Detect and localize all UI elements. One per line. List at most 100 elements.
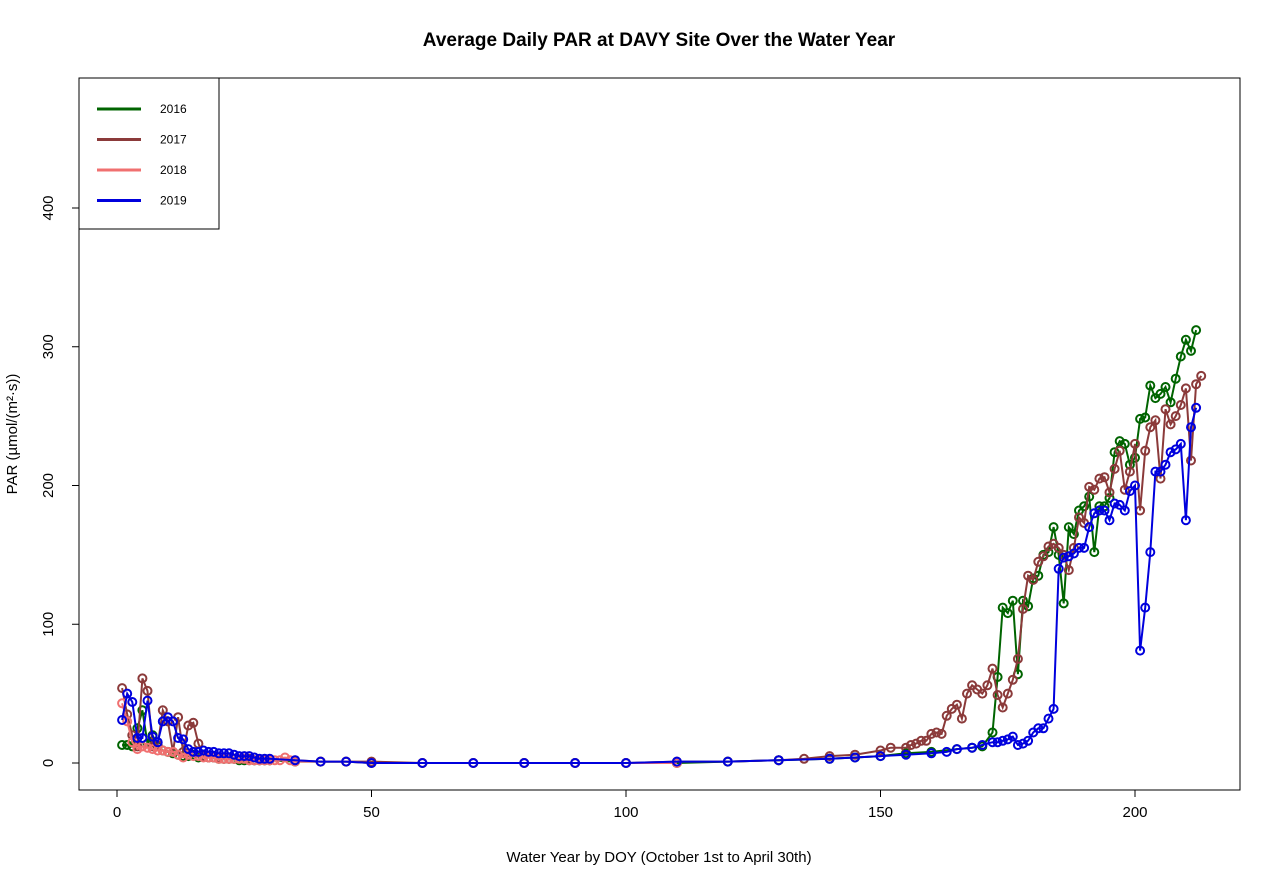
- data-point: [1058, 598, 1069, 609]
- data-point: [1063, 551, 1074, 562]
- data-point: [992, 690, 1003, 700]
- data-point: [203, 746, 214, 757]
- data-point: [1191, 402, 1202, 413]
- data-point: [1140, 602, 1151, 613]
- data-point: [519, 758, 530, 768]
- y-tick-label: 300: [40, 334, 57, 359]
- data-point: [1079, 542, 1090, 553]
- data-point: [1165, 419, 1176, 430]
- data-point: [1033, 556, 1044, 567]
- data-point: [183, 749, 194, 760]
- y-tick-label: 400: [40, 195, 57, 220]
- data-point: [1124, 466, 1135, 477]
- data-point: [1119, 484, 1130, 495]
- data-point: [1068, 529, 1079, 540]
- data-point: [1165, 447, 1176, 458]
- data-point: [178, 752, 189, 763]
- data-point: [137, 673, 148, 684]
- data-point: [213, 753, 224, 764]
- data-point: [1114, 436, 1125, 447]
- data-point: [122, 716, 133, 727]
- data-point: [987, 737, 998, 748]
- data-point: [1012, 653, 1023, 664]
- data-point: [1043, 713, 1054, 724]
- x-tick-label: 150: [868, 804, 893, 821]
- data-point: [218, 753, 229, 764]
- series-2018: [117, 698, 682, 768]
- data-point: [193, 746, 204, 757]
- data-point: [1155, 466, 1166, 477]
- data-point: [1180, 515, 1191, 526]
- data-point: [1196, 370, 1207, 381]
- y-tick-label: 100: [40, 612, 57, 637]
- data-point: [982, 680, 993, 691]
- data-point: [1002, 734, 1013, 745]
- data-point: [931, 727, 942, 738]
- data-point: [1074, 512, 1084, 523]
- data-point: [1043, 541, 1054, 552]
- legend-label: 2019: [160, 194, 187, 208]
- data-point: [1150, 466, 1161, 477]
- data-point: [875, 751, 886, 762]
- data-point: [1007, 731, 1018, 742]
- data-point: [208, 746, 219, 757]
- data-point: [1145, 422, 1156, 433]
- x-axis-label: Water Year by DOY (October 1st to April …: [506, 849, 811, 866]
- data-point: [926, 728, 937, 739]
- data-point: [117, 715, 128, 725]
- data-point: [911, 738, 922, 749]
- data-point: [997, 602, 1008, 613]
- data-point: [926, 748, 937, 759]
- data-point: [1099, 472, 1110, 483]
- data-point: [875, 745, 886, 756]
- data-point: [885, 742, 896, 753]
- data-point: [188, 717, 199, 728]
- data-point: [824, 753, 835, 764]
- data-point: [224, 748, 234, 759]
- data-point: [1002, 688, 1013, 699]
- data-point: [951, 744, 962, 755]
- data-point: [1145, 547, 1156, 558]
- data-point: [1160, 404, 1171, 415]
- data-point: [254, 753, 265, 764]
- legend-item-2017: 2017: [97, 133, 187, 147]
- data-point: [178, 734, 189, 745]
- data-point: [1170, 373, 1181, 384]
- data-point: [188, 746, 199, 757]
- data-point: [1038, 723, 1049, 734]
- data-point: [1018, 738, 1028, 749]
- data-point: [264, 753, 275, 764]
- data-point: [992, 737, 1003, 748]
- data-point: [671, 756, 682, 767]
- data-point: [1124, 486, 1135, 497]
- x-tick-label: 0: [113, 804, 121, 821]
- data-point: [1058, 552, 1069, 563]
- data-point: [142, 695, 153, 706]
- data-point: [941, 710, 952, 721]
- data-point: [198, 745, 209, 756]
- data-point: [1007, 595, 1018, 606]
- data-point: [1175, 351, 1186, 362]
- data-point: [147, 731, 158, 742]
- legend-box: [78, 77, 220, 230]
- data-point: [122, 740, 133, 750]
- data-point: [218, 748, 229, 759]
- data-point: [280, 752, 290, 763]
- data-point: [229, 749, 240, 760]
- data-point: [152, 737, 163, 748]
- y-tick-label: 200: [40, 473, 57, 498]
- legend-item-2019: 2019: [97, 194, 187, 208]
- data-point: [122, 688, 133, 699]
- data-point: [1170, 411, 1181, 422]
- data-point: [1119, 505, 1130, 516]
- data-point: [1130, 480, 1140, 491]
- data-point: [244, 751, 255, 762]
- data-point: [1002, 608, 1013, 619]
- y-tick-label: 0: [40, 759, 57, 767]
- data-point: [570, 758, 581, 768]
- data-point: [1063, 522, 1074, 533]
- data-point: [341, 756, 352, 767]
- data-point: [1089, 547, 1100, 558]
- legend-label: 2017: [160, 133, 187, 147]
- data-point: [168, 746, 178, 757]
